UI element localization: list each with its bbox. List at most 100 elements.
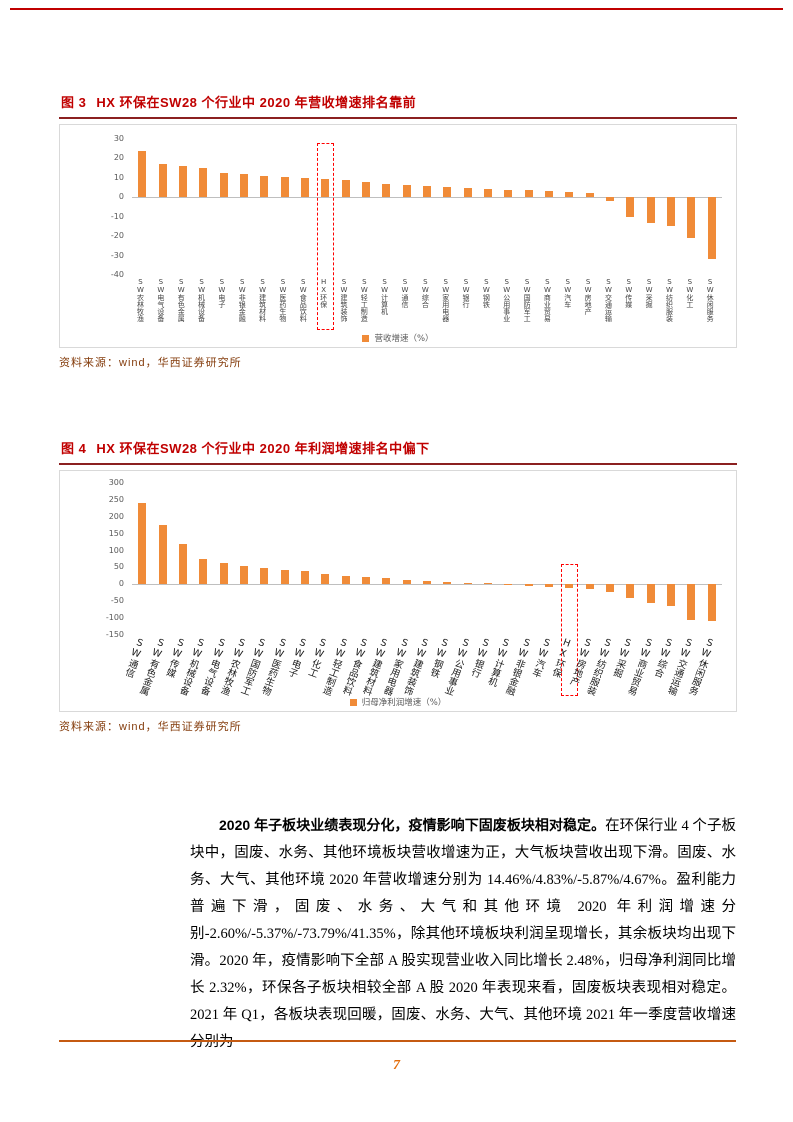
bar-SW银行 bbox=[484, 582, 493, 585]
bar-SW汽车 bbox=[565, 192, 574, 198]
x-axis-label: SW建筑材料 bbox=[258, 278, 267, 322]
legend-label: 归母净利润增速（%） bbox=[361, 698, 447, 708]
bar-SW建筑材料 bbox=[382, 578, 391, 585]
figure-4-title: 图 4 HX 环保在SW28 个行业中 2020 年利润增速排名中偏下 bbox=[59, 436, 737, 463]
x-axis-label: SW采掘 bbox=[645, 278, 654, 308]
bar-SW建筑装饰 bbox=[423, 580, 431, 585]
x-axis-label: SW国防军工 bbox=[523, 278, 532, 322]
body-paragraph: 2020 年子板块业绩表现分化，疫情影响下固废板块相对稳定。在环保行业 4 个子… bbox=[190, 812, 736, 1056]
bar-SW商业贸易 bbox=[545, 191, 554, 198]
bar-SW食品饮料 bbox=[300, 177, 309, 198]
bar-SW家用电器 bbox=[402, 579, 411, 585]
bar-SW采掘 bbox=[646, 197, 655, 223]
bar-SW计算机 bbox=[382, 183, 391, 198]
zero-axis-line bbox=[132, 197, 722, 199]
bar-SW休闲服务 bbox=[707, 584, 716, 622]
bar-SW医药生物 bbox=[280, 176, 289, 198]
bar-SW机械设备 bbox=[199, 559, 208, 585]
y-axis-tick: 30 bbox=[113, 134, 124, 143]
bar-SW非银金融 bbox=[239, 173, 248, 198]
x-axis-label: HX环保 bbox=[319, 278, 328, 308]
x-axis-label: SW非银金融 bbox=[238, 278, 247, 322]
bar-SW公用事业 bbox=[463, 582, 472, 585]
chart-legend: 归母净利润增速（%） bbox=[60, 696, 736, 708]
bar-SW交通运输 bbox=[687, 584, 696, 620]
bar-SW建筑装饰 bbox=[341, 179, 350, 198]
profit-growth-chart: 300 250 200 150 100 50 0 -50 -100 -150 SW通信 SW有色金属 S… bbox=[59, 470, 737, 712]
bar-SW休闲服务 bbox=[707, 197, 716, 260]
x-axis-label: SW食品饮料 bbox=[299, 278, 308, 322]
figure-4-title-underline bbox=[59, 463, 737, 465]
highlight-dashed-box bbox=[316, 142, 334, 330]
bar-SW纺织服装 bbox=[667, 197, 676, 227]
x-axis-label: SW农林牧渔 bbox=[136, 278, 145, 322]
bar-SW传媒 bbox=[626, 197, 635, 217]
x-axis-label: SW综合 bbox=[421, 278, 430, 308]
x-axis-label: SW纺织服装 bbox=[665, 278, 674, 322]
bar-SW采掘 bbox=[626, 584, 635, 598]
bar-SW钢铁 bbox=[443, 581, 452, 585]
y-axis-tick: 150 bbox=[108, 528, 124, 538]
figure-4-title-text: HX 环保在SW28 个行业中 2020 年利润增速排名中偏下 bbox=[96, 441, 430, 456]
figure-3: 图 3 HX 环保在SW28 个行业中 2020 年营收增速排名靠前 30 20 10… bbox=[59, 90, 737, 370]
x-axis-label: SW银行 bbox=[462, 278, 471, 308]
x-axis-label: SW钢铁 bbox=[482, 278, 491, 308]
x-axis-label: SW通信 bbox=[400, 278, 409, 308]
bar-SW有色金属 bbox=[158, 525, 167, 585]
y-axis-tick: 50 bbox=[113, 562, 124, 572]
y-axis-tick: 0 bbox=[118, 192, 124, 202]
x-axis-label: SW汽车 bbox=[563, 278, 572, 308]
paragraph-body-text: 在环保行业 4 个子板块中，固废、水务、其他环境板块营收增速为正，大气板块营收出… bbox=[190, 818, 736, 1050]
bar-SW银行 bbox=[463, 187, 472, 198]
figure-4-label: 图 4 bbox=[61, 441, 87, 456]
bar-SW计算机 bbox=[504, 583, 513, 585]
bar-SW家用电器 bbox=[443, 186, 452, 198]
bar-SW国防军工 bbox=[524, 190, 533, 198]
page-top-rule bbox=[10, 8, 783, 10]
bar-HX环保 bbox=[321, 178, 330, 198]
x-axis-label: SW休闲服务 bbox=[706, 278, 715, 322]
y-axis-tick: 20 bbox=[113, 153, 124, 163]
bar-SW电子 bbox=[219, 173, 228, 198]
y-axis-tick: 250 bbox=[108, 494, 124, 504]
legend-swatch bbox=[362, 334, 370, 342]
bar-SW交通运输 bbox=[606, 197, 615, 202]
y-axis-tick: -20 bbox=[110, 231, 124, 241]
bar-SW轻工制造 bbox=[341, 575, 350, 585]
bar-SW农林牧渔 bbox=[239, 565, 248, 585]
figure-3-source: 资料来源：wind，华西证券研究所 bbox=[59, 357, 242, 369]
legend-swatch bbox=[349, 698, 357, 706]
y-axis-tick: -30 bbox=[110, 250, 124, 260]
y-axis-tick: -100 bbox=[105, 613, 124, 623]
x-axis-label: SW电气设备 bbox=[156, 278, 165, 322]
bar-SW通信 bbox=[402, 184, 411, 198]
x-axis-label: SW有色金属 bbox=[177, 278, 186, 322]
y-axis-tick: 200 bbox=[108, 511, 124, 521]
y-axis-tick: 10 bbox=[113, 172, 124, 182]
chart-legend: 营收增速（%） bbox=[60, 332, 736, 344]
x-axis-label: SW交通运输 bbox=[604, 278, 613, 322]
bar-SW机械设备 bbox=[199, 168, 208, 198]
x-axis-label: SW轻工制造 bbox=[360, 278, 369, 322]
paragraph-lead-bold: 2020 年子板块业绩表现分化，疫情影响下固废板块相对稳定。 bbox=[219, 817, 606, 833]
x-axis-label: SW建筑装饰 bbox=[339, 278, 348, 322]
x-axis-label: SW机械设备 bbox=[197, 278, 206, 322]
bar-SW房地产 bbox=[585, 193, 594, 198]
bar-SW综合 bbox=[667, 584, 676, 607]
bar-SW医药生物 bbox=[280, 570, 289, 585]
y-axis-tick: -150 bbox=[105, 630, 124, 639]
bar-SW化工 bbox=[321, 574, 330, 585]
figure-3-title: 图 3 HX 环保在SW28 个行业中 2020 年营收增速排名靠前 bbox=[59, 90, 737, 117]
zero-axis-line bbox=[132, 584, 722, 586]
y-axis-tick: -40 bbox=[110, 270, 124, 279]
x-axis-label: SW房地产 bbox=[584, 278, 593, 315]
bar-SW有色金属 bbox=[178, 166, 187, 198]
x-axis-label: SW电子 bbox=[217, 278, 226, 308]
y-axis-tick: 0 bbox=[118, 579, 124, 589]
bar-SW房地产 bbox=[585, 584, 594, 590]
x-axis-label: SW医药生物 bbox=[278, 278, 287, 322]
bar-SW化工 bbox=[687, 197, 696, 239]
y-axis-tick: -50 bbox=[110, 596, 124, 606]
y-axis-tick: 100 bbox=[108, 545, 124, 555]
bar-SW电子 bbox=[300, 571, 309, 585]
